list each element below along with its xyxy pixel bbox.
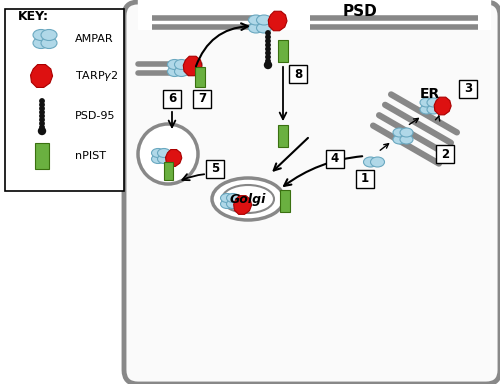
Circle shape (266, 47, 270, 51)
Bar (356, 170, 374, 188)
Circle shape (266, 55, 270, 59)
Text: 8: 8 (294, 68, 302, 81)
Ellipse shape (427, 98, 440, 107)
Circle shape (266, 59, 270, 63)
Circle shape (38, 127, 46, 134)
Ellipse shape (33, 30, 49, 40)
Circle shape (40, 125, 44, 129)
Text: TARP$\gamma$2: TARP$\gamma$2 (75, 69, 118, 83)
Text: 1: 1 (361, 172, 369, 185)
Circle shape (40, 121, 44, 126)
Ellipse shape (226, 194, 239, 202)
Ellipse shape (152, 149, 164, 157)
Text: 2: 2 (441, 147, 449, 161)
Circle shape (40, 106, 44, 111)
Circle shape (40, 114, 44, 118)
Bar (326, 150, 344, 168)
Text: 7: 7 (198, 93, 206, 106)
Bar (164, 162, 172, 180)
Ellipse shape (420, 105, 433, 114)
Ellipse shape (370, 157, 384, 167)
Polygon shape (183, 56, 202, 76)
Circle shape (266, 31, 270, 35)
Ellipse shape (393, 128, 406, 137)
Ellipse shape (226, 200, 239, 209)
Polygon shape (234, 195, 252, 214)
Ellipse shape (212, 178, 284, 220)
Circle shape (264, 61, 272, 68)
Text: 5: 5 (211, 162, 219, 175)
Circle shape (266, 51, 270, 55)
Ellipse shape (174, 60, 188, 70)
Circle shape (40, 103, 44, 107)
Ellipse shape (41, 38, 57, 48)
Bar (459, 80, 477, 98)
Bar (138, 0, 490, 29)
Ellipse shape (256, 23, 272, 33)
Text: AMPAR: AMPAR (75, 34, 114, 44)
Text: PSD: PSD (342, 5, 378, 20)
Ellipse shape (41, 30, 57, 40)
Bar (289, 65, 307, 83)
Circle shape (40, 99, 44, 103)
Circle shape (266, 39, 270, 43)
Ellipse shape (420, 98, 433, 107)
Ellipse shape (400, 135, 413, 144)
Text: KEY:: KEY: (18, 10, 49, 23)
Polygon shape (30, 65, 52, 88)
Ellipse shape (256, 15, 272, 25)
Text: 4: 4 (331, 152, 339, 166)
Polygon shape (268, 11, 287, 31)
Ellipse shape (220, 200, 234, 209)
Ellipse shape (248, 23, 264, 33)
Bar (206, 160, 224, 178)
Bar (280, 190, 290, 212)
Polygon shape (166, 149, 182, 166)
Bar (278, 40, 288, 62)
Circle shape (266, 43, 270, 47)
Ellipse shape (393, 135, 406, 144)
Bar (163, 90, 181, 108)
Text: PSD-95: PSD-95 (75, 111, 116, 121)
Circle shape (138, 124, 198, 184)
Bar (278, 125, 288, 147)
Bar (193, 90, 211, 108)
Circle shape (40, 118, 44, 122)
Ellipse shape (33, 38, 49, 48)
Text: 6: 6 (168, 93, 176, 106)
Text: Golgi: Golgi (230, 192, 266, 205)
Ellipse shape (220, 194, 234, 202)
Polygon shape (434, 97, 451, 115)
Text: nPIST: nPIST (75, 151, 106, 161)
Ellipse shape (400, 128, 413, 137)
Ellipse shape (248, 15, 264, 25)
Ellipse shape (364, 157, 378, 167)
Ellipse shape (168, 60, 181, 70)
Ellipse shape (427, 105, 440, 114)
FancyBboxPatch shape (5, 9, 124, 191)
Circle shape (266, 35, 270, 39)
Bar (195, 67, 205, 87)
Bar (35, 143, 49, 169)
FancyBboxPatch shape (124, 2, 500, 384)
Ellipse shape (158, 154, 170, 164)
Bar (436, 145, 454, 163)
Ellipse shape (222, 185, 274, 213)
Ellipse shape (158, 149, 170, 157)
Circle shape (40, 110, 44, 114)
Ellipse shape (168, 66, 181, 76)
Text: ER: ER (420, 87, 440, 101)
Text: 3: 3 (464, 83, 472, 96)
Ellipse shape (174, 66, 188, 76)
Ellipse shape (152, 154, 164, 164)
